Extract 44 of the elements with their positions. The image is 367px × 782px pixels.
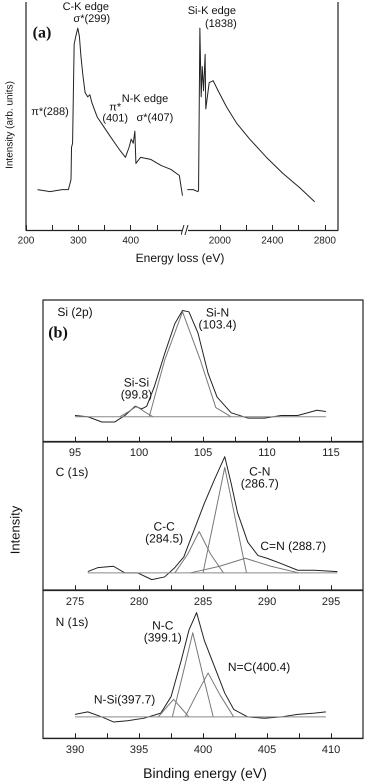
annotation: (a) — [32, 24, 52, 42]
x-tick-label: 390 — [66, 744, 84, 756]
x-tick-label: 105 — [194, 447, 212, 460]
x-tick-label: 290 — [258, 596, 276, 608]
annotation: N=C(400.4) — [228, 660, 290, 674]
annotation: (1838) — [204, 18, 237, 30]
x-tick-label: 295 — [322, 596, 340, 608]
x-axis-title: Energy loss (eV) — [136, 251, 224, 265]
x-tick-label: 115 — [322, 447, 340, 460]
annotation: Si-Si (99.8) — [120, 375, 152, 402]
x-tick-label: 100 — [130, 447, 148, 460]
annotation: C-N (286.7) — [240, 464, 279, 491]
annotation: C (1s) — [56, 465, 88, 479]
x-tick-label: 95 — [68, 447, 82, 460]
annotation: Si (2p) — [57, 305, 93, 319]
annotation: σ*(407) — [136, 112, 174, 124]
x-tick-label: 400 — [194, 744, 212, 756]
y-axis-title: Intensity — [8, 505, 22, 554]
x-tick-label: 2000 — [208, 236, 232, 246]
x-tick-label: 2400 — [261, 236, 284, 246]
annotation: N-C (399.1) — [144, 618, 182, 645]
x-tick-label: 410 — [322, 744, 340, 756]
x-tick-label: 400 — [122, 236, 140, 246]
x-tick-label: 275 — [66, 596, 84, 608]
x-axis-title: Binding energy (eV) — [143, 765, 267, 781]
y-axis-title: Intensity (arb. units) — [4, 81, 16, 169]
annotation: C=N (288.7) — [260, 539, 326, 554]
x-tick-label: 2800 — [314, 236, 336, 246]
x-tick-label: 300 — [70, 236, 88, 246]
annotation: C-K edge — [62, 1, 110, 14]
annotation: σ*(299) — [73, 13, 110, 26]
annotation: Si-N (103.4) — [198, 305, 237, 332]
annotation: (b) — [48, 324, 68, 342]
annotation: N-Si(397.7) — [94, 692, 156, 706]
annotation: π*(288) — [31, 106, 69, 118]
x-tick-label: 395 — [130, 744, 148, 756]
annotation: N (1s) — [56, 615, 88, 629]
annotation: C-C (284.5) — [145, 520, 184, 546]
x-tick-label: 280 — [130, 596, 148, 608]
x-tick-label: 110 — [258, 447, 276, 460]
x-tick-label: 405 — [258, 744, 276, 756]
annotation: Si-K edge — [188, 5, 236, 18]
x-tick-label: 200 — [18, 236, 35, 246]
x-tick-label: 285 — [194, 596, 212, 608]
